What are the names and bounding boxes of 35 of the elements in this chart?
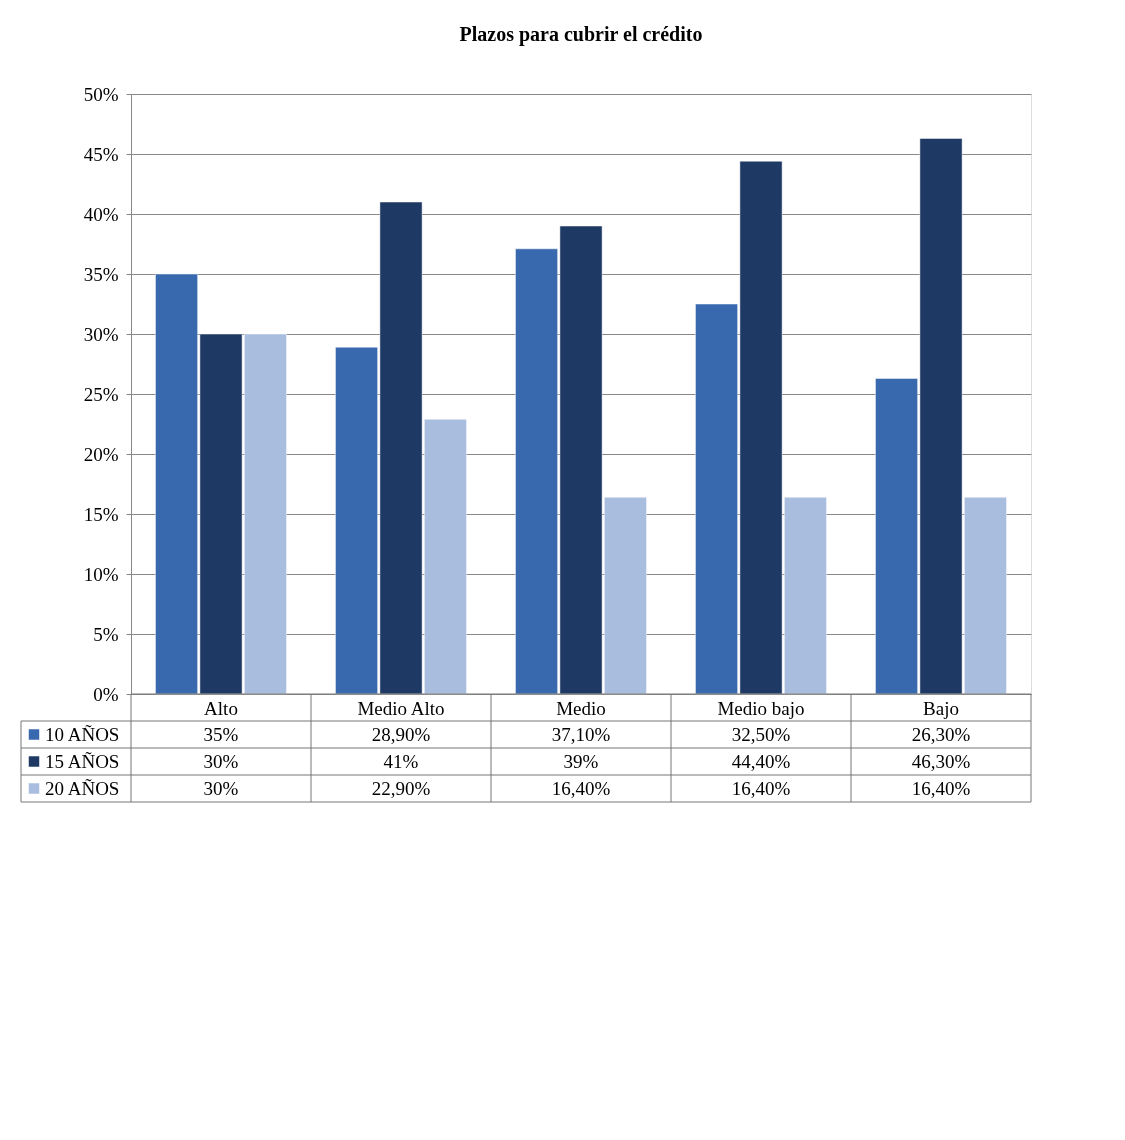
y-tick-label: 45% <box>83 143 119 165</box>
data-label: 26,30% <box>911 723 971 745</box>
data-label: 44,40% <box>731 750 791 772</box>
x-tick-label: Medio Alto <box>357 697 445 719</box>
y-tick-label: 15% <box>83 503 119 525</box>
data-label: 22,90% <box>371 777 431 799</box>
y-tick-label: 35% <box>83 263 119 285</box>
data-label: 16,40% <box>911 777 971 799</box>
x-tick-label: Alto <box>204 697 238 719</box>
y-tick-label: 10% <box>83 563 119 585</box>
data-label: 37,10% <box>551 723 611 745</box>
y-tick-label: 50% <box>83 83 119 105</box>
data-label: 16,40% <box>731 777 791 799</box>
data-label: 46,30% <box>911 750 971 772</box>
chart-title: Plazos para cubrir el crédito <box>459 23 703 46</box>
y-tick-label: 5% <box>93 623 119 645</box>
data-label: 16,40% <box>551 777 611 799</box>
data-label: 30% <box>203 750 239 772</box>
data-label: 39% <box>563 750 599 772</box>
data-label: 30% <box>203 777 239 799</box>
y-tick-label: 25% <box>83 383 119 405</box>
y-tick-label: 40% <box>83 203 119 225</box>
data-label: 41% <box>383 750 419 772</box>
data-label: 35% <box>203 723 239 745</box>
data-label: 32,50% <box>731 723 791 745</box>
legend-label: 20 AÑOS <box>45 777 120 799</box>
y-tick-label: 30% <box>83 323 119 345</box>
y-tick-label: 20% <box>83 443 119 465</box>
x-tick-label: Medio <box>556 697 606 719</box>
y-tick-label: 0% <box>93 683 119 705</box>
data-label: 28,90% <box>371 723 431 745</box>
legend-label: 15 AÑOS <box>45 750 120 772</box>
legend-label: 10 AÑOS <box>45 723 120 745</box>
x-tick-label: Bajo <box>923 697 959 719</box>
x-tick-label: Medio bajo <box>717 697 805 719</box>
